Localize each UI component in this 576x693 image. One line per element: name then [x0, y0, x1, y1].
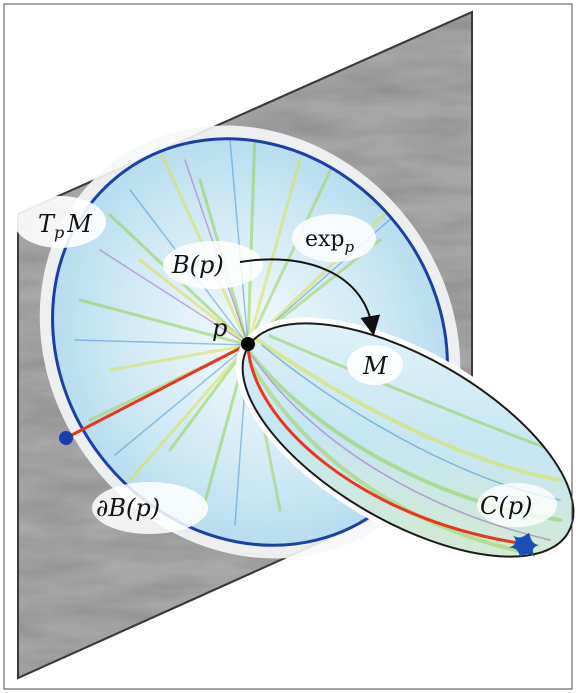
- exp-arrow: [239, 258, 381, 336]
- manifold-label-glow: [347, 345, 403, 385]
- tangent-label-glow: [14, 196, 106, 248]
- cut-point-icon: [508, 532, 540, 558]
- exp-label-glow: [292, 214, 376, 262]
- tangent-space-label: Tp M: [38, 210, 93, 242]
- exp-label: expp: [305, 227, 355, 256]
- ball-label-glow: [163, 241, 263, 289]
- ball-label: B(p): [171, 251, 224, 279]
- figure-frame: [3, 3, 573, 690]
- boundary-label-glow: [92, 482, 208, 534]
- tangent-geodesic: [65, 342, 249, 440]
- base-point: [241, 337, 255, 351]
- boundary-label: ∂B(p): [96, 494, 160, 522]
- cut-label-glow: [477, 483, 557, 527]
- boundary-point: [59, 431, 73, 445]
- manifold-geodesic: [246, 343, 526, 546]
- point-label: p: [212, 314, 227, 342]
- cut-locus-label: C(p): [480, 492, 532, 520]
- manifold-label: M: [362, 352, 389, 380]
